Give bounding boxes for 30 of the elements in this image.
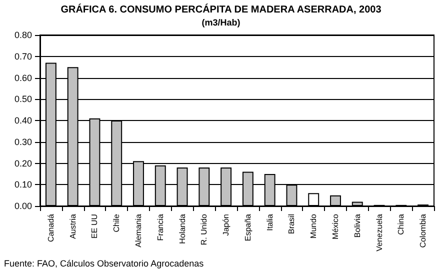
y-tick-label: 0.00 <box>14 201 32 211</box>
y-tick-label: 0.20 <box>14 158 32 168</box>
source-note: Fuente: FAO, Cálculos Observatorio Agrocadenas <box>4 258 204 268</box>
chart-subtitle: (m3/Hab) <box>202 18 240 28</box>
x-tick-label: Francia <box>156 213 165 241</box>
x-tick-label: R. Unido <box>200 213 209 246</box>
x-tick-label: China <box>396 213 406 235</box>
y-tick-label: 0.50 <box>14 94 32 104</box>
x-tick-label: Canadá <box>46 213 56 242</box>
x-tick-label: Brasil <box>287 214 296 234</box>
y-tick-label: 0.10 <box>14 180 32 190</box>
x-tick-label: España <box>243 213 252 242</box>
x-tick-label: Italia <box>265 213 274 231</box>
x-tick-label: Austria <box>68 213 78 239</box>
x-tick-label: Holanda <box>178 213 187 244</box>
x-tick-label: Alemania <box>134 213 143 248</box>
x-tick-label: Mundo <box>309 213 318 238</box>
x-tick-label: México <box>331 213 340 240</box>
y-tick-label: 0.40 <box>14 116 32 126</box>
x-tick-label: Japón <box>222 214 231 236</box>
y-tick-label: 0.60 <box>14 72 32 83</box>
y-tick-label: 0.70 <box>14 51 32 62</box>
y-tick-label: 0.30 <box>14 136 32 147</box>
chart-title: GRÁFICA 6. CONSUMO PERCÁPITA DE MADERA ASERRADA, 2003 <box>60 4 382 16</box>
y-tick-label: 0.80 <box>14 30 32 40</box>
x-tick-label: Colombia <box>418 213 428 248</box>
x-tick-label: Venezuela <box>374 213 384 252</box>
x-tick-label: Bolivia <box>352 213 362 238</box>
x-tick-label: EE UU <box>90 214 100 238</box>
x-tick-label: Chile <box>112 213 122 232</box>
